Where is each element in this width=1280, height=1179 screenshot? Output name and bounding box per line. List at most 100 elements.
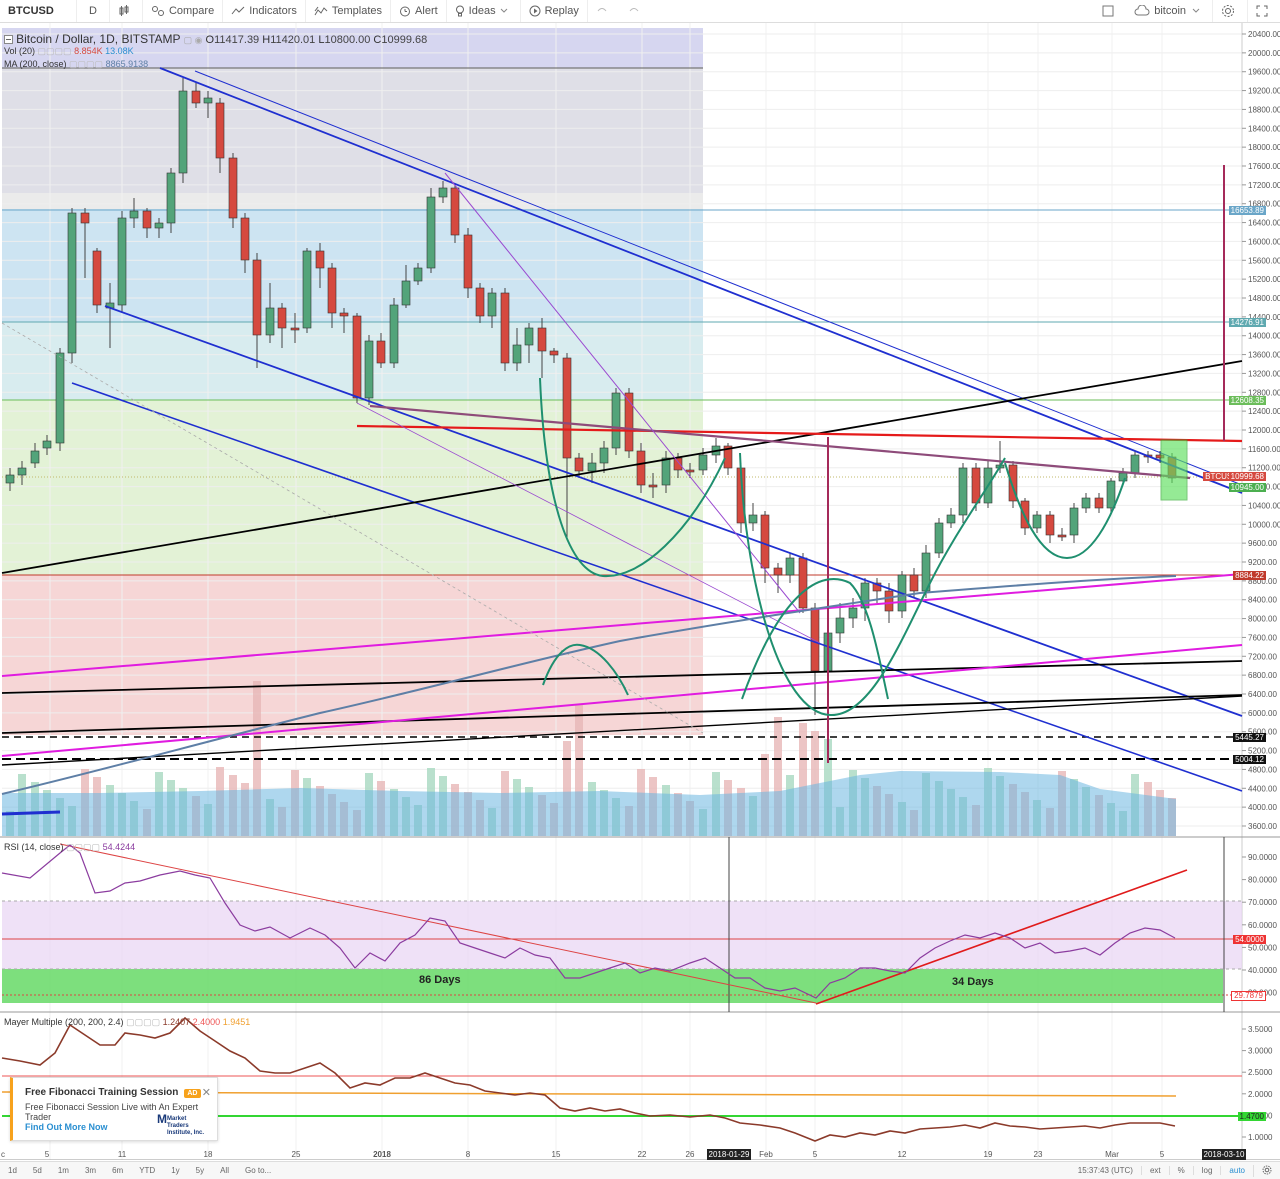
auto-toggle[interactable]: auto <box>1220 1166 1253 1175</box>
trendline-blue-upper-2 <box>194 70 1243 486</box>
candle-body <box>673 457 683 471</box>
range-button-2[interactable]: 1m <box>57 1166 69 1175</box>
candle-body <box>352 315 362 399</box>
ad-link[interactable]: Find Out More Now <box>25 1122 108 1132</box>
settings-gear-button[interactable] <box>1253 1164 1280 1177</box>
time-axis[interactable]: c 5 11 18 25 2018 8 15 22 26 Feb 5 12 19 23 Mar 5 2018-01… <box>1 1149 1246 1160</box>
candle-body <box>364 340 374 399</box>
settings-button[interactable] <box>1213 0 1248 22</box>
candle-body <box>574 457 584 472</box>
time-cursor-label: 2018-03-10 <box>1204 1150 1245 1159</box>
lightbulb-icon <box>455 5 464 17</box>
interval-button[interactable]: D <box>77 0 110 22</box>
volume-bar <box>811 731 819 836</box>
range-button-1[interactable]: 5d <box>32 1166 42 1175</box>
volume-bar <box>563 741 571 836</box>
ideas-button[interactable]: Ideas <box>447 0 521 22</box>
range-button-0[interactable]: 1d <box>8 1166 17 1175</box>
price-tick-label: 10000.00 <box>1248 520 1280 529</box>
compare-button[interactable]: Compare <box>143 0 224 22</box>
range-button-7[interactable]: 5y <box>195 1166 205 1175</box>
time-tick-label: Mar <box>1105 1150 1119 1159</box>
rsi-legend: RSI (14, close) ▢▢▢▢ 54.4244 <box>4 842 135 853</box>
arc-cup-2 <box>739 452 1006 717</box>
symbol-input[interactable]: BTCUSD <box>0 0 77 22</box>
time-tick-label: 19 <box>984 1150 993 1159</box>
price-tick-label: 14000.00 <box>1248 332 1280 341</box>
price-axis[interactable]: 20400.00 20000.00 19600.00 19200.00 18800.00… <box>1242 30 1280 831</box>
legend-buttons[interactable]: ▢▢▢▢ <box>37 46 72 56</box>
indicators-button[interactable]: Indicators <box>223 0 306 22</box>
tag-12608: 12608.35 <box>1228 396 1266 405</box>
open-label: O <box>205 34 215 46</box>
mayer-value-1: 1.2407 <box>162 1017 191 1027</box>
compare-icon <box>151 6 164 16</box>
ad-popup[interactable]: Free Fibonacci Training Session AD ✕ Free… <box>10 1077 218 1141</box>
chart-style-button[interactable] <box>110 0 143 22</box>
rsi-tick-label: 60.0000 <box>1248 921 1277 930</box>
chart-canvas[interactable]: 20400.00 20000.00 19600.00 19200.00 18800.00… <box>0 23 1280 1161</box>
rsi-tick-label: 50.0000 <box>1248 943 1277 952</box>
replay-button[interactable]: Replay <box>521 0 588 22</box>
candle-body <box>215 102 225 159</box>
redo-button[interactable] <box>620 0 652 22</box>
alert-button[interactable]: Alert <box>391 0 447 22</box>
time-cursor-label: 2018-01-29 <box>709 1150 750 1159</box>
legend-buttons[interactable]: ▢▢▢▢ <box>126 1017 161 1027</box>
trendline-magenta-2 <box>1 644 1243 757</box>
price-tick-label: 17600.00 <box>1248 162 1280 171</box>
range-button-9[interactable]: Go to... <box>244 1166 272 1175</box>
time-tick-label: 23 <box>1034 1150 1043 1159</box>
undo-button[interactable] <box>588 0 620 22</box>
candle-body <box>909 574 919 592</box>
candle-body <box>1130 454 1140 474</box>
time-cursor-box <box>1202 1149 1246 1160</box>
price-tick-label: 10400.00 <box>1248 501 1280 510</box>
trendline-violet-shallow <box>356 402 821 644</box>
chart-area[interactable]: 20400.00 20000.00 19600.00 19200.00 18800.00… <box>0 23 1280 1161</box>
range-button-3[interactable]: 3m <box>84 1166 97 1175</box>
layout-name-label: bitcoin <box>1154 5 1186 17</box>
collapse-icon[interactable] <box>4 35 13 44</box>
percent-toggle[interactable]: % <box>1168 1166 1193 1175</box>
candle-body <box>661 457 671 486</box>
time-tick-label: c <box>1 1150 5 1159</box>
legend-buttons[interactable]: ▢▢▢▢ <box>69 59 104 69</box>
time-tick-label: 5 <box>813 1150 818 1159</box>
range-button-5[interactable]: YTD <box>139 1166 156 1175</box>
mayer-tick-label: 2.5000 <box>1248 1068 1273 1077</box>
candle-body <box>599 447 609 464</box>
tag-btcusd: BTCUSD <box>1203 472 1240 481</box>
time-tick-label: 15 <box>552 1150 561 1159</box>
toolbar-right: bitcoin <box>1094 0 1280 22</box>
legend-buttons[interactable]: ▢▢▢▢ <box>66 842 101 852</box>
fullscreen-button[interactable] <box>1248 0 1280 22</box>
rsi-tick-label: 70.0000 <box>1248 898 1277 907</box>
range-button-6[interactable]: 1y <box>171 1166 180 1175</box>
time-cursor-box <box>707 1149 751 1160</box>
log-toggle[interactable]: log <box>1192 1166 1221 1175</box>
price-tick-label: 4000.00 <box>1248 803 1277 812</box>
candle-body <box>178 90 188 174</box>
candle-body <box>487 292 497 317</box>
price-tick-label: 4800.00 <box>1248 765 1277 774</box>
close-icon[interactable]: ✕ <box>201 1087 211 1099</box>
price-tick-label: 20000.00 <box>1248 49 1280 58</box>
volume-bar <box>799 723 807 836</box>
range-button-8[interactable]: All <box>220 1166 229 1175</box>
layout-name-button[interactable]: bitcoin <box>1126 0 1213 22</box>
price-tick-label: 19600.00 <box>1248 68 1280 77</box>
range-button-4[interactable]: 6m <box>112 1166 124 1175</box>
ad-subtitle: Free Fibonacci Session Live with An Expe… <box>25 1102 199 1122</box>
legend-buttons[interactable]: ▢ ◉ <box>183 35 203 45</box>
layout-checkbox[interactable] <box>1094 0 1126 22</box>
price-tick-label: 13600.00 <box>1248 351 1280 360</box>
candle-body <box>1081 497 1091 509</box>
indicators-icon <box>231 6 245 15</box>
volume-value-a: 8.854K <box>74 46 103 56</box>
candle-body <box>636 450 646 486</box>
price-tick-label: 16800.00 <box>1248 200 1280 209</box>
ext-toggle[interactable]: ext <box>1140 1166 1169 1175</box>
templates-button[interactable]: Templates <box>306 0 392 22</box>
trendline-black-2 <box>1 660 1243 694</box>
